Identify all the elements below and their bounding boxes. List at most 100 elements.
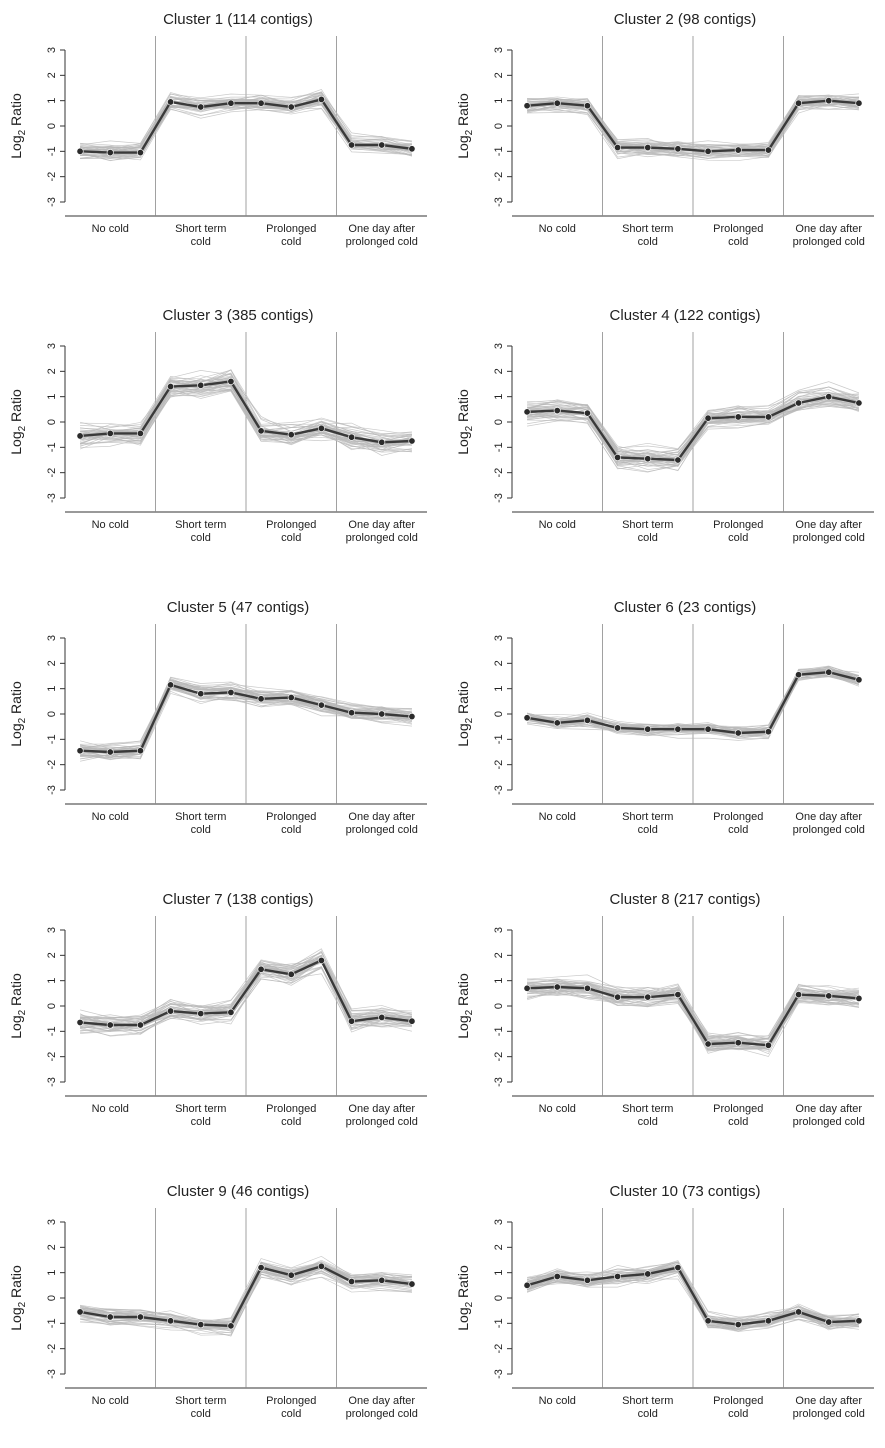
mean-point xyxy=(167,681,175,689)
category-label-line2: cold xyxy=(638,824,658,836)
chart-title: Cluster 5 (47 contigs) xyxy=(167,599,310,616)
mean-profile-line xyxy=(527,985,860,1047)
mean-point xyxy=(644,455,652,463)
y-axis-label: Log2 Ratio xyxy=(455,681,475,747)
mean-point xyxy=(76,1018,84,1026)
mean-point xyxy=(197,103,205,111)
y-tick-label: -2 xyxy=(493,1052,505,1062)
y-tick-label: -2 xyxy=(493,172,505,182)
mean-point xyxy=(523,1281,531,1289)
y-tick-label: -3 xyxy=(46,785,58,795)
chart-title: Cluster 2 (98 contigs) xyxy=(614,11,757,28)
mean-point xyxy=(408,437,416,445)
chart-panel-1: Cluster 1 (114 contigs) Log2 Ratio -3 -2 -1 0… xyxy=(8,11,427,248)
mean-point xyxy=(583,102,591,110)
category-label-line2: cold xyxy=(728,1408,748,1420)
chart-panel-4: Cluster 4 (122 contigs) Log2 Ratio -3 -2 -1 0… xyxy=(455,307,874,544)
category-label-line2: cold xyxy=(728,824,748,836)
mean-point xyxy=(197,1321,205,1329)
member-trace xyxy=(527,386,860,455)
mean-point xyxy=(348,709,356,717)
mean-point xyxy=(76,1308,84,1316)
y-tick-label: 0 xyxy=(493,711,505,717)
member-trace xyxy=(527,974,859,1040)
y-tick-label: 2 xyxy=(493,1244,505,1250)
member-trace xyxy=(527,381,860,450)
mean-point xyxy=(136,429,144,437)
mean-point xyxy=(136,747,144,755)
y-tick-label: 1 xyxy=(493,1270,505,1276)
category-label-line2: cold xyxy=(191,236,211,248)
mean-point xyxy=(408,1017,416,1025)
mean-point xyxy=(197,1010,205,1018)
mean-point xyxy=(317,1262,325,1270)
mean-point xyxy=(136,1021,144,1029)
chart-panel-8: Cluster 8 (217 contigs) Log2 Ratio -3 -2 -1 0… xyxy=(455,891,874,1128)
mean-point xyxy=(348,141,356,149)
category-label-line2: cold xyxy=(281,236,301,248)
category-label: No cold xyxy=(539,811,576,823)
mean-point xyxy=(734,146,742,154)
y-tick-label: 2 xyxy=(46,72,58,78)
mean-point xyxy=(76,432,84,440)
member-trace xyxy=(80,369,412,437)
mean-point xyxy=(855,1317,863,1325)
y-tick-label: -1 xyxy=(493,1318,505,1328)
category-label-line2: cold xyxy=(191,532,211,544)
y-tick-label: 2 xyxy=(493,660,505,666)
category-label: One day after xyxy=(348,1395,415,1407)
mean-point xyxy=(106,149,114,157)
mean-profile-line xyxy=(526,671,860,735)
chart-title: Cluster 8 (217 contigs) xyxy=(610,891,761,908)
mean-point xyxy=(523,408,531,416)
y-tick-label: -2 xyxy=(46,468,58,478)
member-trace xyxy=(79,1269,412,1334)
chart-panel-5: Cluster 5 (47 contigs) Log2 Ratio -3 -2 -1 0 1… xyxy=(8,599,427,836)
mean-point xyxy=(734,413,742,421)
mean-point xyxy=(764,146,772,154)
mean-point xyxy=(855,994,863,1002)
category-label: One day after xyxy=(348,811,415,823)
y-axis-label: Log2 Ratio xyxy=(8,389,28,455)
category-label: No cold xyxy=(92,1103,129,1115)
mean-point xyxy=(583,1276,591,1284)
category-label-line2: cold xyxy=(728,1116,748,1128)
category-label-line2: prolonged cold xyxy=(346,824,418,836)
y-tick-label: 1 xyxy=(46,394,58,400)
mean-point xyxy=(674,456,682,464)
y-axis-label: Log2 Ratio xyxy=(455,389,475,455)
mean-point xyxy=(317,701,325,709)
mean-point xyxy=(825,393,833,401)
member-trace xyxy=(527,101,859,157)
category-label-line2: cold xyxy=(281,532,301,544)
mean-point xyxy=(764,1317,772,1325)
category-label-line2: cold xyxy=(281,824,301,836)
category-label: Short term xyxy=(175,811,226,823)
y-tick-label: 2 xyxy=(493,952,505,958)
y-tick-label: 3 xyxy=(493,47,505,53)
mean-point xyxy=(614,1272,622,1280)
category-label-line2: prolonged cold xyxy=(793,1116,865,1128)
y-tick-label: 2 xyxy=(46,660,58,666)
member-trace xyxy=(527,982,859,1047)
y-tick-label: 3 xyxy=(46,635,58,641)
mean-point xyxy=(378,1013,386,1021)
y-tick-label: 0 xyxy=(46,419,58,425)
mean-point xyxy=(257,965,265,973)
y-tick-label: 0 xyxy=(493,1003,505,1009)
mean-point xyxy=(523,102,531,110)
category-label-line2: cold xyxy=(281,1408,301,1420)
mean-point xyxy=(348,1017,356,1025)
mean-point xyxy=(795,99,803,107)
y-tick-label: 1 xyxy=(493,394,505,400)
mean-point xyxy=(644,993,652,1001)
member-trace xyxy=(527,103,859,155)
category-label-line2: cold xyxy=(191,1116,211,1128)
chart-panel-2: Cluster 2 (98 contigs) Log2 Ratio -3 -2 -1 0 1… xyxy=(455,11,874,248)
member-trace xyxy=(79,960,412,1037)
category-label: Prolonged xyxy=(266,811,316,823)
y-tick-label: -1 xyxy=(493,734,505,744)
y-tick-label: -3 xyxy=(493,493,505,503)
chart-title: Cluster 10 (73 contigs) xyxy=(610,1183,761,1200)
y-tick-label: -3 xyxy=(493,1077,505,1087)
